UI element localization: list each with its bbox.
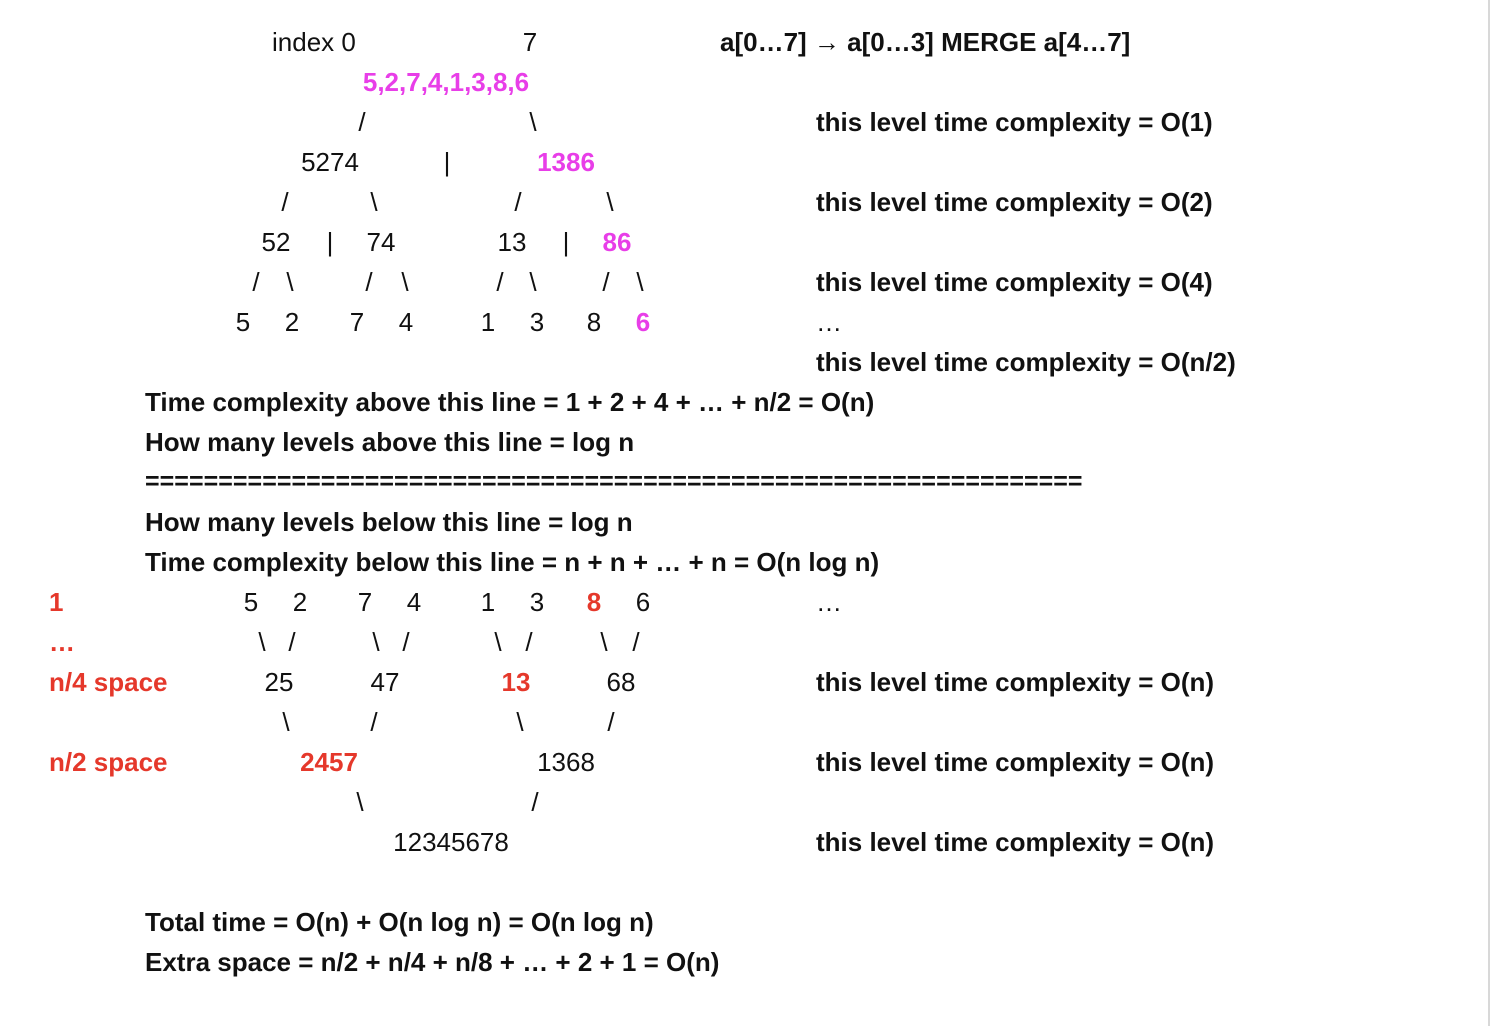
merge-leaf-highlight: 8	[586, 587, 602, 617]
merge-level2-node-highlight: 2457	[300, 747, 358, 777]
split-level2-node-highlight: 86	[602, 227, 632, 257]
time-above-line: Time complexity above this line = 1 + 2 …	[145, 387, 875, 417]
merge-edge: \	[282, 707, 290, 737]
merge-edge: \	[600, 627, 608, 657]
merge-edge: \	[356, 787, 364, 817]
split-edge: /	[365, 267, 373, 297]
split-leaf: 2	[284, 307, 300, 337]
page-edge-divider	[1488, 0, 1490, 1026]
merge-edge: /	[531, 787, 539, 817]
split-complexity-level2: this level time complexity = O(4)	[816, 267, 1213, 297]
merge-leaf: 3	[529, 587, 545, 617]
space-label-n4: n/4 space	[49, 667, 168, 697]
split-level1-left: 5274	[301, 147, 359, 177]
merge-complexity-level1: this level time complexity = O(n)	[816, 667, 1215, 697]
split-edge: /	[602, 267, 610, 297]
split-complexity-level0: this level time complexity = O(1)	[816, 107, 1213, 137]
space-label-ellipsis: …	[49, 627, 75, 657]
index-end-label: 7	[522, 27, 538, 57]
merge-complexity-level2: this level time complexity = O(n)	[816, 747, 1215, 777]
merge-edge: \	[258, 627, 266, 657]
merge-leaf: 7	[357, 587, 373, 617]
split-root: 5,2,7,4,1,3,8,6	[362, 67, 530, 97]
merge-leaf: 1	[480, 587, 496, 617]
split-leaf: 1	[480, 307, 496, 337]
split-leaf: 4	[398, 307, 414, 337]
merge-level2-node: 1368	[537, 747, 595, 777]
split-level1-right: 1386	[537, 147, 595, 177]
merge-leaf: 6	[635, 587, 651, 617]
merge-heading: a[0…7] → a[0…3] MERGE a[4…7]	[720, 27, 1131, 57]
split-edge: \	[606, 187, 614, 217]
merge-edge: /	[370, 707, 378, 737]
split-edge: \	[529, 107, 537, 137]
split-ellipsis: …	[816, 307, 842, 337]
split-leaf: 5	[235, 307, 251, 337]
levels-below-line: How many levels below this line = log n	[145, 507, 633, 537]
separator-line: ========================================…	[145, 467, 1083, 496]
merge-edge: \	[516, 707, 524, 737]
split-edge: \	[370, 187, 378, 217]
merge-complexity-root: this level time complexity = O(n)	[816, 827, 1215, 857]
split-leaf: 8	[586, 307, 602, 337]
split-divider: |	[443, 147, 451, 177]
split-edge: \	[401, 267, 409, 297]
merge-edge: /	[288, 627, 296, 657]
split-edge: \	[286, 267, 294, 297]
merge-level1-node: 25	[264, 667, 294, 697]
merge-edge: \	[372, 627, 380, 657]
split-complexity-level1: this level time complexity = O(2)	[816, 187, 1213, 217]
merge-edge: /	[402, 627, 410, 657]
split-divider: |	[562, 227, 570, 257]
split-edge: /	[514, 187, 522, 217]
split-leaf: 3	[529, 307, 545, 337]
extra-space: Extra space = n/2 + n/4 + n/8 + … + 2 + …	[145, 947, 720, 977]
split-edge: \	[636, 267, 644, 297]
split-leaf: 7	[349, 307, 365, 337]
merge-edge: /	[632, 627, 640, 657]
index-label: index 0	[272, 27, 356, 57]
merge-edge: /	[607, 707, 615, 737]
split-divider: |	[326, 227, 334, 257]
split-leaf-highlight: 6	[635, 307, 651, 337]
split-complexity-last: this level time complexity = O(n/2)	[816, 347, 1236, 377]
merge-leaf: 2	[292, 587, 308, 617]
space-label-n2: n/2 space	[49, 747, 168, 777]
merge-edge: /	[525, 627, 533, 657]
merge-ellipsis: …	[816, 587, 842, 617]
space-label-one: 1	[49, 587, 64, 617]
merge-root: 12345678	[393, 827, 509, 857]
merge-level1-node: 47	[370, 667, 400, 697]
split-edge: \	[529, 267, 537, 297]
time-below-line: Time complexity below this line = n + n …	[145, 547, 880, 577]
split-edge: /	[281, 187, 289, 217]
levels-above-line: How many levels above this line = log n	[145, 427, 635, 457]
merge-leaf: 4	[406, 587, 422, 617]
split-level2-node: 13	[497, 227, 527, 257]
merge-edge: \	[494, 627, 502, 657]
split-edge: /	[252, 267, 260, 297]
merge-level1-node-highlight: 13	[501, 667, 531, 697]
merge-leaf: 5	[243, 587, 259, 617]
split-edge: /	[496, 267, 504, 297]
split-level2-node: 74	[366, 227, 396, 257]
total-time: Total time = O(n) + O(n log n) = O(n log…	[145, 907, 654, 937]
split-level2-node: 52	[261, 227, 291, 257]
merge-level1-node: 68	[606, 667, 636, 697]
split-edge: /	[358, 107, 366, 137]
